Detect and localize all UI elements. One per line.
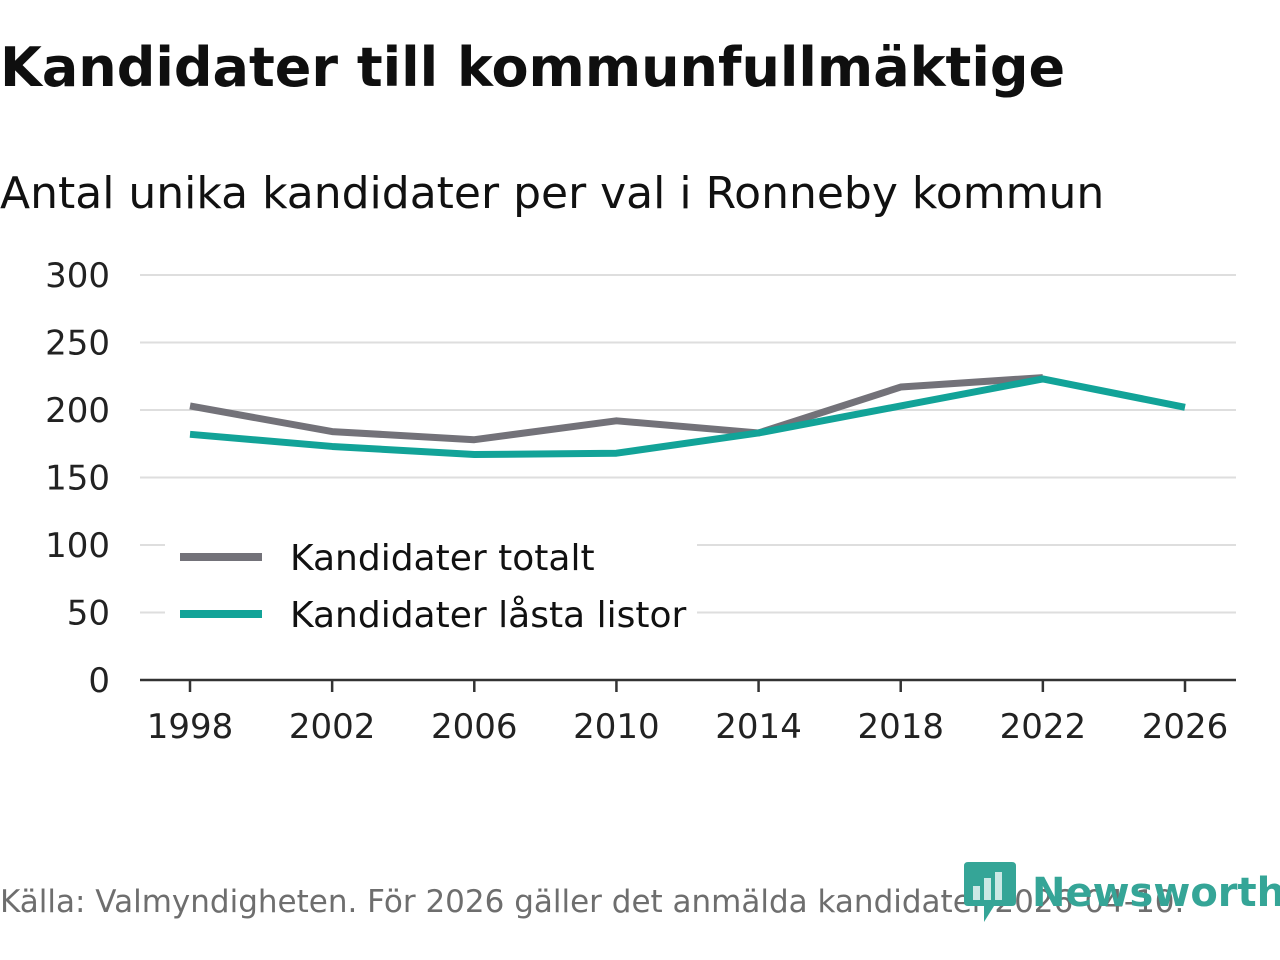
x-tick-label: 2026 [1142,707,1229,747]
legend-label: Kandidater låsta listor [290,595,686,636]
series-line-2 [189,375,1186,459]
chart-title: Kandidater till kommunfullmäktige [0,36,1066,99]
x-axis: 1998 2002 2006 2010 2014 2018 2022 2026 [140,678,1236,747]
x-tick-label: 1998 [147,707,234,747]
x-tick-label: 2006 [431,707,518,747]
x-tick-label: 2014 [715,707,802,747]
y-tick-label: 50 [67,594,110,634]
chart-subtitle: Antal unika kandidater per val i Ronneby… [0,168,1105,219]
y-tick-label: 150 [45,459,110,499]
series-lines [189,374,1186,459]
x-tick-label: 2002 [289,707,376,747]
legend: Kandidater totalt Kandidater låsta listor [165,538,697,660]
brand-name: Newsworthy [1032,870,1280,916]
y-axis: 0 50 100 150 200 250 300 [45,256,110,701]
y-tick-label: 100 [45,526,110,566]
y-tick-label: 0 [88,661,110,701]
y-tick-label: 250 [45,324,110,364]
newsworthy-logo-icon [964,862,1016,922]
y-tick-label: 300 [45,256,110,296]
x-tick-label: 2022 [1000,707,1087,747]
x-tick-label: 2010 [573,707,660,747]
x-tick-label: 2018 [857,707,944,747]
y-tick-label: 200 [45,391,110,431]
legend-label: Kandidater totalt [290,538,595,579]
brand-logo: Newsworthy [964,862,1280,924]
series-line-1 [189,374,1044,444]
